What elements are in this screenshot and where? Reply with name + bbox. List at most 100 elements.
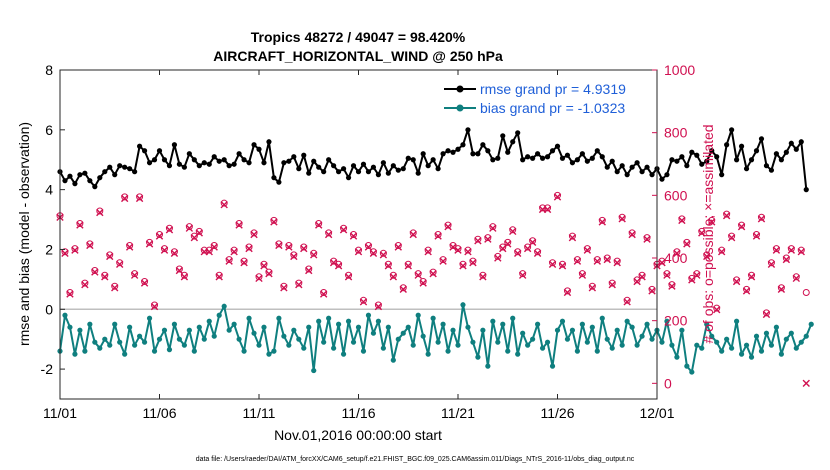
obs-assimilated-stroke [404,262,412,270]
obs-possible-point [663,270,671,278]
obs-assimilated-point [772,246,781,254]
rmse-point [639,169,645,175]
obs-assimilated-stroke [548,260,557,268]
rmse-point [535,151,541,157]
obs-assimilated-stroke [663,271,671,279]
obs-assimilated-point [404,262,412,270]
obs-assimilated-point [71,246,79,254]
rmse-point [758,136,765,142]
obs-assimilated-stroke [424,248,432,256]
obs-assimilated-point [300,244,308,253]
obs-assimilated-point [568,233,577,242]
rmse-point [380,160,386,166]
obs-possible-point [275,240,283,248]
obs-possible-point [628,229,636,237]
obs-assimilated-point [315,221,323,229]
rmse-point [505,149,511,155]
obs-assimilated-point [588,284,597,292]
obs-assimilated-stroke [613,259,621,267]
obs-possible-point [355,246,362,254]
obs-assimilated-point [703,252,711,261]
obs-possible-point [180,271,188,279]
bias-point [599,315,605,321]
bias-point [510,315,516,321]
obs-assimilated-stroke [175,266,184,275]
bias-point [763,330,770,336]
obs-assimilated-point [220,201,228,209]
y-right-tick-label: 1000 [664,62,695,78]
obs-assimilated-stroke [494,254,502,262]
obs-assimilated-stroke [170,249,179,257]
rmse-point [525,154,531,160]
obs-assimilated-point [135,194,144,203]
obs-assimilated-stroke [61,249,69,257]
obs-assimilated-stroke [727,233,736,242]
obs-assimilated-point [658,259,666,267]
bias-point [370,330,377,336]
obs-assimilated-point [76,221,84,229]
obs-possible-point [514,248,522,256]
rmse-point [604,164,610,170]
obs-assimilated-stroke [708,218,716,226]
bias-point [291,327,297,333]
obs-possible-point [330,257,338,265]
obs-assimilated-stroke [235,221,243,229]
rmse-point [619,163,625,169]
obs-possible-point [479,271,487,279]
obs-assimilated-stroke [737,222,746,231]
bias-point [554,327,561,333]
obs-possible-point [723,210,731,218]
bias-point [704,321,710,327]
obs-assimilated-point [91,268,99,276]
obs-assimilated-point [349,232,358,240]
bias-point [355,324,362,330]
y-left-tick-label: 2 [45,241,53,257]
bias-point [226,327,232,333]
obs-possible-point [743,285,751,293]
obs-possible-point [748,271,756,279]
bias-point [112,321,118,327]
bias-point [82,348,88,354]
obs-possible-point [623,296,631,304]
obs-possible-point [305,265,313,273]
rmse-point [738,143,745,149]
bias-point [161,327,168,333]
bias-point [748,354,755,360]
x-axis-label: Nov.01,2016 00:00:00 start [274,427,442,443]
bias-point [773,324,780,330]
data-file-footer: data file: /Users/raeder/DAI/ATM_forcXX/… [196,456,635,463]
bias-point [734,318,740,324]
obs-assimilated-point [484,235,492,243]
rmse-point [271,175,277,181]
obs-assimilated-point [737,222,746,231]
obs-assimilated-stroke [135,194,144,203]
rmse-point [370,164,377,170]
rmse-point [609,158,615,164]
obs-possible-point [146,238,154,246]
obs-assimilated-point [797,248,805,256]
rmse-point [470,151,476,157]
bias-point [714,339,720,345]
obs-assimilated-stroke [245,244,253,253]
bias-point [455,342,461,348]
obs-assimilated-stroke [683,240,691,248]
obs-possible-point [141,278,149,285]
bias-point [62,312,68,318]
obs-possible-point [220,199,228,207]
obs-assimilated-point [86,241,94,250]
bias-point [415,312,421,318]
obs-assimilated-point [628,230,636,239]
bias-point [316,318,322,324]
obs-assimilated-point [563,288,572,297]
obs-assimilated-point [165,226,174,234]
bias-point [107,342,113,348]
rmse-point [107,164,113,170]
rmse-point [161,157,168,163]
legend-rmse-label: rmse grand pr = 4.9319 [480,81,626,97]
obs-assimilated-stroke [364,243,373,251]
obs-assimilated-point [613,259,621,267]
obs-assimilated-stroke [295,280,303,289]
obs-assimilated-stroke [474,237,482,245]
x-tick-label: 11/11 [243,405,276,421]
rmse-point [803,187,809,193]
